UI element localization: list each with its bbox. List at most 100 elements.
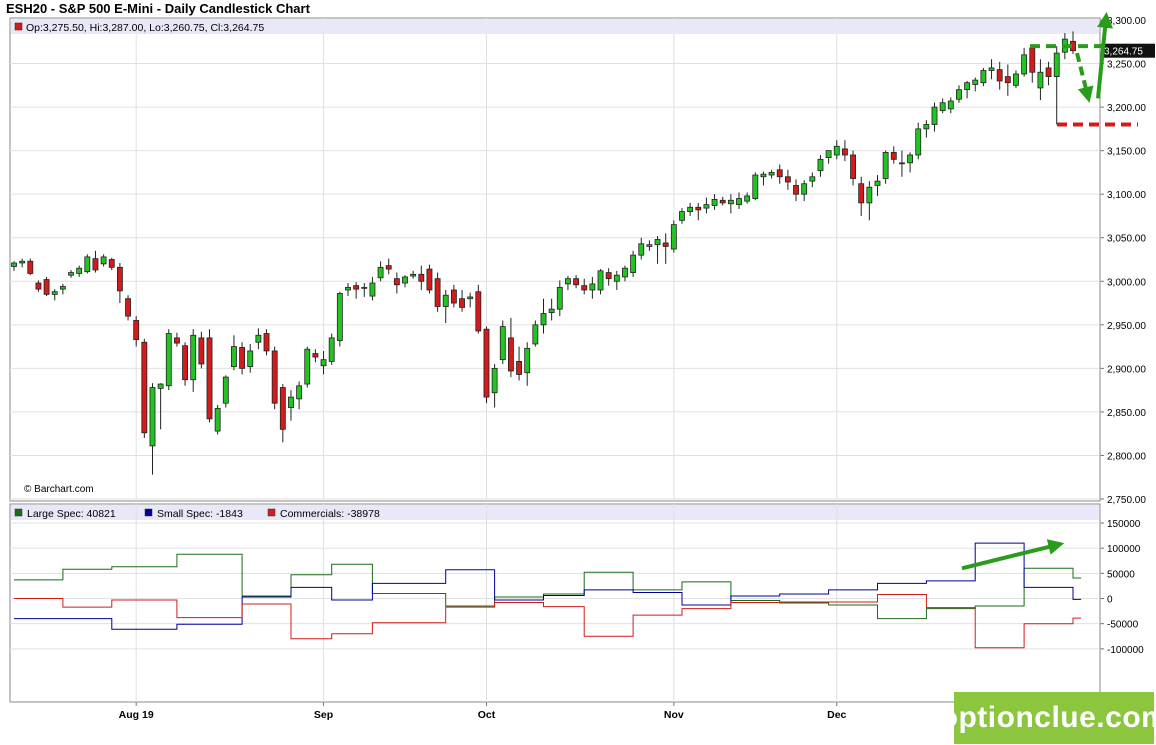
candle-body [573, 278, 580, 286]
cot-legend-swatch [144, 508, 153, 517]
candle-body [255, 334, 262, 343]
candle-body [247, 350, 254, 368]
candle-body [874, 180, 881, 186]
candle-body [141, 341, 148, 434]
x-tick-label: Nov [664, 709, 684, 721]
cot-legend-label: Small Spec: -1843 [157, 508, 243, 520]
price-ytick-label: 3,100.00 [1107, 190, 1146, 201]
candle-body [719, 199, 726, 204]
price-ytick-label: 3,300.00 [1107, 16, 1146, 27]
candle-body [801, 183, 808, 195]
cot-legend-swatch [14, 508, 23, 517]
candle-body [198, 337, 205, 365]
candle-body [483, 328, 490, 398]
cot-ytick-label: 150000 [1107, 519, 1141, 530]
candle-body [491, 367, 498, 394]
x-tick-label: Dec [827, 709, 846, 721]
candle-body [988, 67, 995, 71]
candle-body [679, 211, 685, 221]
cot-legend-swatch [267, 508, 276, 517]
candle-body [51, 291, 58, 295]
candle-body [108, 259, 115, 268]
candle-body [92, 258, 99, 271]
brand-logo: optionclue.com [940, 692, 1156, 744]
candle-body [288, 396, 294, 408]
candle-body [27, 260, 34, 274]
candle-body [817, 158, 824, 172]
candle-body [377, 266, 384, 279]
candle-body [1021, 54, 1028, 75]
candle-body [475, 291, 482, 332]
candle-body [622, 267, 628, 278]
candle-body [190, 334, 197, 381]
candle-body [157, 383, 164, 389]
candle-body [744, 195, 751, 202]
credit-label: © Barchart.com [24, 484, 94, 495]
candle-body [662, 242, 669, 247]
candle-body [1029, 47, 1036, 73]
candle-body [345, 286, 351, 291]
candle-body [947, 100, 954, 110]
candle-body [956, 89, 962, 100]
ohlc-header-bar [11, 19, 1099, 34]
price-panel-frame [9, 17, 1101, 502]
chart-title: ESH20 - S&P 500 E-Mini - Daily Candlesti… [6, 1, 311, 16]
candle-body [565, 278, 571, 285]
candle-body [890, 151, 897, 160]
candle-body [43, 279, 50, 295]
candle-body [899, 162, 905, 165]
candle-body [931, 106, 938, 125]
candle-body [784, 176, 791, 183]
cot-ytick-label: 50000 [1107, 569, 1135, 580]
candle-body [727, 199, 734, 205]
candle-body [597, 270, 604, 291]
ohlc-legend-swatch [14, 22, 23, 31]
candle-body [442, 294, 449, 307]
cot-ytick-label: -50000 [1107, 620, 1139, 631]
cot-panel-frame [9, 503, 1101, 703]
candle-body [459, 298, 465, 308]
cot-legend-label: Large Spec: 40821 [27, 508, 116, 520]
candle-body [556, 286, 563, 310]
candle-body [687, 206, 694, 212]
candle-body [548, 308, 555, 314]
candle-body [271, 350, 278, 404]
candle-body [467, 296, 474, 300]
cot-trend-arrow [961, 539, 1065, 571]
candle-body [59, 286, 66, 290]
candle-body [964, 82, 971, 91]
candle-body [173, 337, 180, 344]
candle-body [312, 353, 319, 358]
candle-body [116, 266, 123, 292]
candle-body [336, 293, 343, 341]
candle-body [214, 408, 221, 432]
candle-body [19, 260, 26, 264]
candle-body [882, 151, 889, 179]
candle-body [630, 254, 637, 273]
candle-body [328, 337, 335, 362]
candle-body [434, 278, 441, 307]
candle-body [516, 360, 522, 375]
candle-body [231, 346, 237, 368]
candle-body [125, 298, 131, 317]
candle-body [499, 326, 506, 361]
price-ytick-label: 3,000.00 [1107, 277, 1146, 288]
candle-body [996, 69, 1003, 82]
projection-arrow-down [1075, 52, 1094, 103]
cot-series-line [14, 594, 1082, 649]
candle-body [304, 348, 311, 385]
candle-body [654, 239, 661, 246]
candle-body [638, 243, 645, 256]
candle-body [402, 276, 408, 284]
cot-series-line [14, 542, 1082, 630]
price-ytick-label: 3,200.00 [1107, 103, 1146, 114]
candle-body [1004, 76, 1011, 84]
candle-body [752, 174, 759, 199]
candle-body [581, 285, 588, 291]
price-ytick-label: 3,150.00 [1107, 147, 1146, 158]
candle-body [320, 359, 327, 367]
candle-body [972, 79, 979, 85]
candle-body [239, 347, 246, 369]
candle-body [1045, 67, 1052, 78]
candle-body [76, 267, 83, 274]
